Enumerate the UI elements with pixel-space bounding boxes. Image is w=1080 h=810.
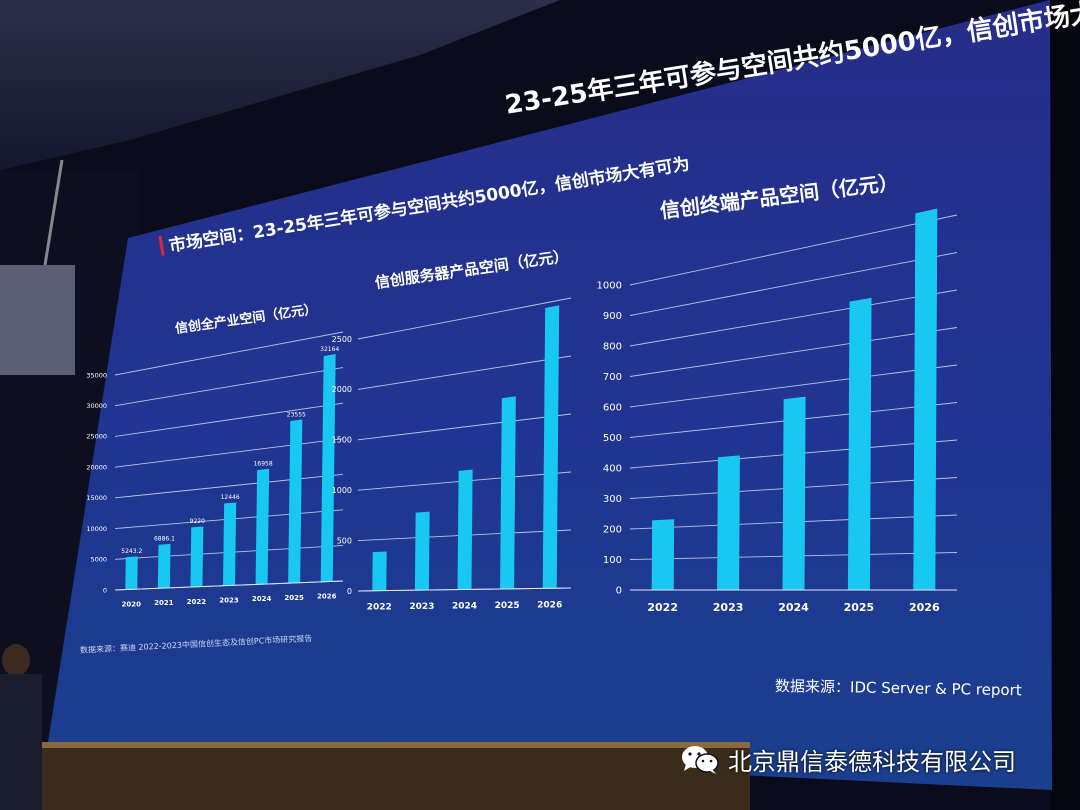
y-tick-label: 500: [603, 433, 622, 444]
chart-server-space: 0 500 1000 1500 2000 2500 2022 2023 2024 2025 2026: [332, 297, 572, 613]
data-label: 32164: [320, 346, 339, 353]
y-tick-label: 1500: [332, 436, 352, 445]
bar-2021: [157, 543, 171, 589]
x-tick-label: 2021: [154, 599, 174, 607]
bar-2025: [500, 396, 516, 589]
x-tick-label: 2022: [647, 601, 678, 614]
y-tick-label: 800: [603, 342, 622, 353]
x-tick-label: 2024: [252, 595, 272, 603]
source-note-right: 数据来源：IDC Server & PC report: [774, 677, 1022, 700]
y-tick-label: 5000: [90, 556, 107, 564]
data-label: 23555: [287, 411, 306, 418]
y-tick-label: 0: [103, 586, 107, 594]
gridline: [114, 331, 344, 376]
x-tick-label: 2022: [367, 603, 392, 613]
y-tick-label: 20000: [86, 463, 107, 471]
bar-2024: [782, 396, 806, 590]
data-label: 12446: [221, 494, 240, 501]
bar-2024: [255, 468, 270, 585]
y-tick-label: 300: [603, 494, 622, 505]
slide: 0 5000 10000 15000 20000 25000 30000 35000 2020 5…: [40, 10, 1060, 770]
y-tick-label: 25000: [86, 433, 107, 441]
gridline: [357, 355, 572, 390]
bar-2020: [125, 556, 138, 590]
speaker: [0, 265, 75, 375]
bar-2022: [651, 519, 675, 590]
y-tick-label: 400: [603, 464, 622, 475]
gridline: [629, 364, 958, 408]
wechat-icon: [682, 745, 719, 774]
gridline: [114, 473, 344, 499]
x-tick-label: 2025: [844, 601, 875, 614]
x-tick-label: 2023: [713, 601, 744, 614]
x-tick-label: 2024: [778, 601, 809, 614]
x-tick-label: 2026: [317, 593, 337, 601]
x-axis-baseline: [357, 587, 572, 592]
ceiling: [0, 0, 560, 170]
x-tick-label: 2025: [495, 601, 520, 611]
chart-industry-space: 0 5000 10000 15000 20000 25000 30000 35000 2020 5…: [86, 331, 344, 608]
y-tick-label: 100: [603, 555, 622, 566]
x-tick-label: 2026: [537, 600, 562, 610]
bar-2022: [372, 551, 387, 591]
gridline: [629, 214, 958, 286]
stage-edge: [30, 742, 750, 810]
y-tick-label: 900: [603, 311, 622, 322]
data-label: 6886.1: [154, 535, 175, 542]
gridline: [629, 289, 958, 347]
data-label: 9220: [190, 518, 205, 525]
gridline: [357, 297, 572, 340]
y-tick-label: 600: [603, 403, 622, 414]
chart-terminal-space: 0 100 200 300 400 500 600 700 800 900 1000 2022 2023…: [597, 208, 958, 614]
bar-2025: [847, 297, 872, 590]
y-tick-label: 35000: [86, 371, 107, 379]
gridline: [357, 413, 572, 441]
presenter-silhouette: [0, 644, 42, 810]
x-tick-label: 2026: [909, 601, 940, 614]
bar-2023: [414, 511, 430, 591]
y-tick-label: 1000: [597, 281, 622, 292]
y-tick-label: 700: [603, 372, 622, 383]
x-tick-label: 2022: [187, 598, 207, 606]
x-axis-baseline: [114, 580, 344, 591]
y-tick-label: 1000: [332, 486, 352, 495]
y-tick-label: 500: [337, 536, 352, 545]
charts-layer: 0500010000150002000025000300003500020205…: [86, 208, 958, 614]
bar-2023: [717, 455, 740, 590]
data-label: 16958: [254, 460, 273, 467]
gridline: [114, 438, 344, 468]
gridline: [629, 327, 958, 377]
watermark: 北京鼎信泰德科技有限公司: [680, 742, 1016, 777]
bar-2025: [288, 419, 303, 584]
bar-2026: [320, 353, 336, 582]
y-tick-label: 2000: [332, 385, 352, 394]
x-tick-label: 2025: [284, 594, 304, 602]
y-tick-label: 200: [603, 525, 622, 536]
data-label: 5243.2: [121, 548, 142, 555]
y-tick-label: 0: [347, 587, 352, 596]
bar-2026: [913, 208, 938, 591]
y-tick-label: 15000: [86, 494, 107, 502]
bar-2024: [457, 469, 473, 590]
watermark-text: 北京鼎信泰德科技有限公司: [728, 748, 1016, 776]
x-tick-label: 2020: [122, 600, 142, 608]
x-tick-label: 2024: [452, 602, 477, 612]
gridline: [629, 252, 958, 316]
bar-2022: [190, 526, 204, 588]
y-tick-label: 2500: [332, 335, 352, 344]
bar-2023: [223, 502, 237, 586]
y-tick-label: 0: [616, 586, 622, 597]
x-tick-label: 2023: [219, 597, 239, 605]
x-tick-label: 2023: [409, 602, 434, 612]
gridline: [114, 402, 344, 437]
y-tick-label: 30000: [86, 402, 107, 410]
gridline: [114, 367, 344, 407]
bar-2026: [542, 305, 560, 589]
y-tick-label: 10000: [86, 525, 107, 533]
